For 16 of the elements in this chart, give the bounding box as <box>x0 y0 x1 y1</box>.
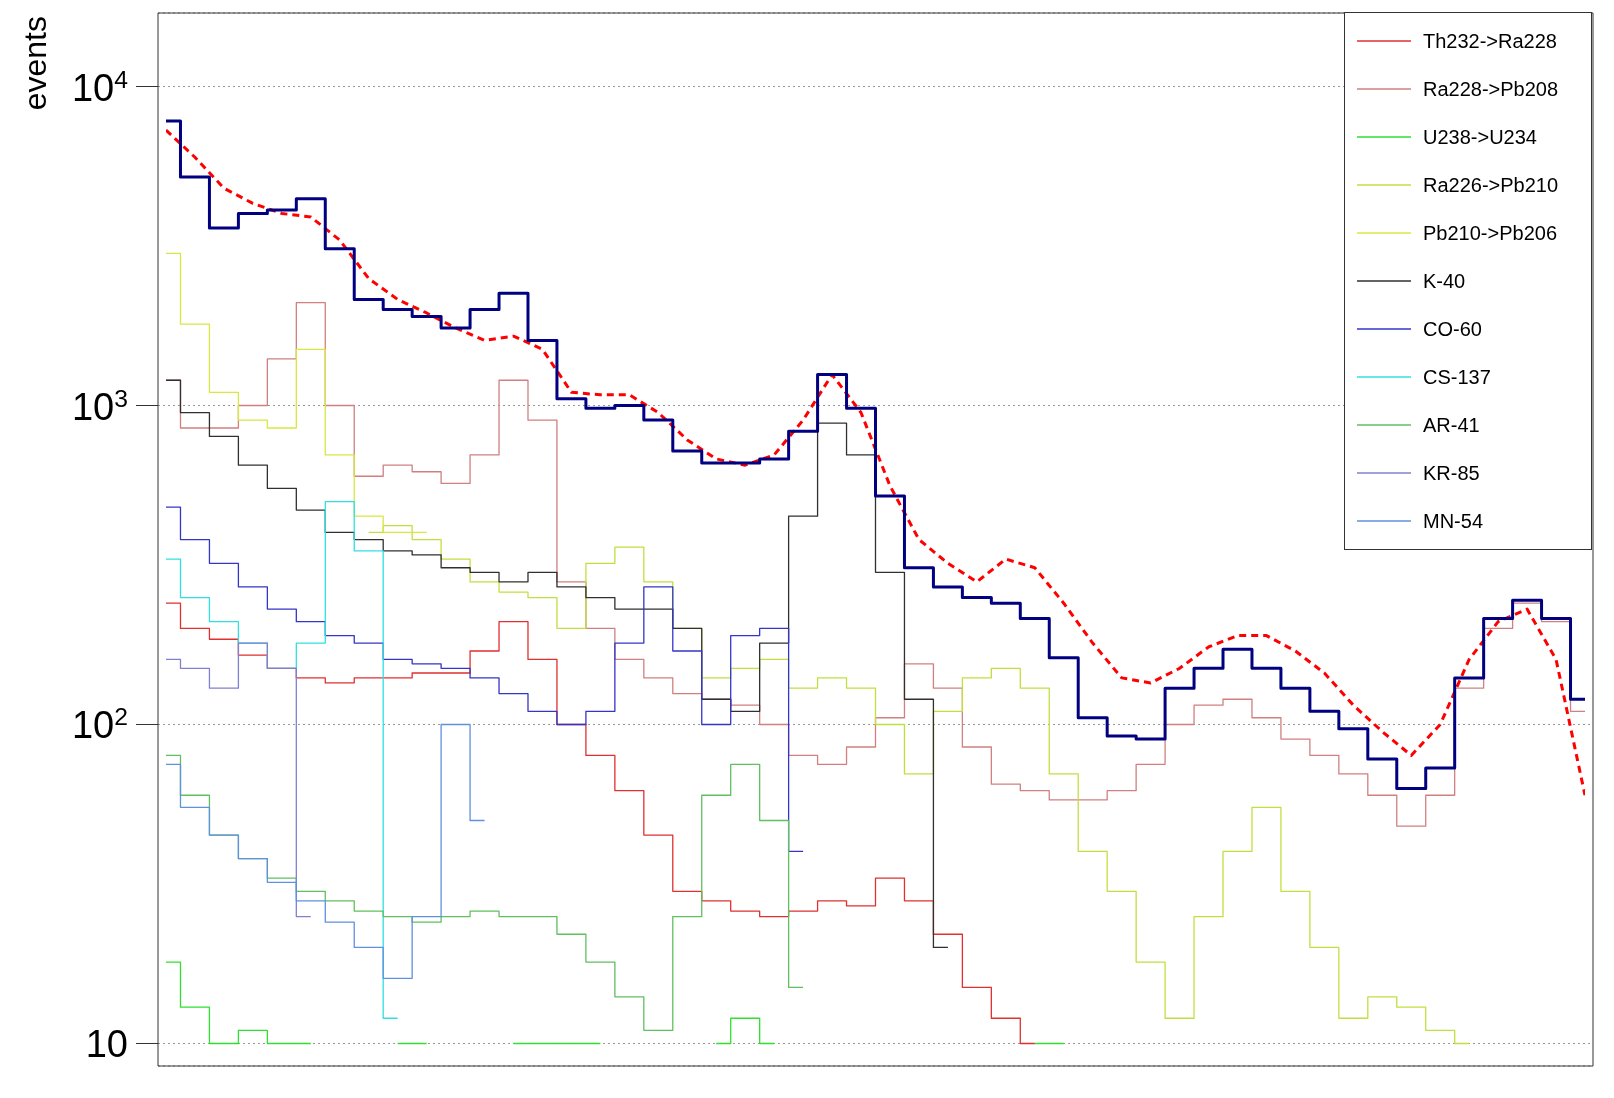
legend-label: Ra226->Pb210 <box>1423 173 1559 197</box>
legend-label: CS-137 <box>1423 365 1491 389</box>
legend-label: AR-41 <box>1423 413 1480 437</box>
y-tick-label: 10$^{4}$ <box>71 65 128 109</box>
legend-label: CO-60 <box>1423 317 1482 341</box>
y-tick-label: 10$^{3}$ <box>71 384 128 428</box>
legend-label: Pb210->Pb206 <box>1423 221 1558 245</box>
legend-label: Th232->Ra228 <box>1423 29 1557 53</box>
legend-label: MN-54 <box>1423 509 1484 533</box>
legend-label: KR-85 <box>1423 461 1480 485</box>
legend-label: Ra228->Pb208 <box>1423 77 1559 101</box>
legend-label: K-40 <box>1423 269 1466 293</box>
legend-label: U238->U234 <box>1423 125 1537 149</box>
y-axis-title: events <box>17 16 53 111</box>
y-tick-label: 10$^{2}$ <box>71 702 128 747</box>
y-tick-label: 10 <box>85 1023 128 1066</box>
